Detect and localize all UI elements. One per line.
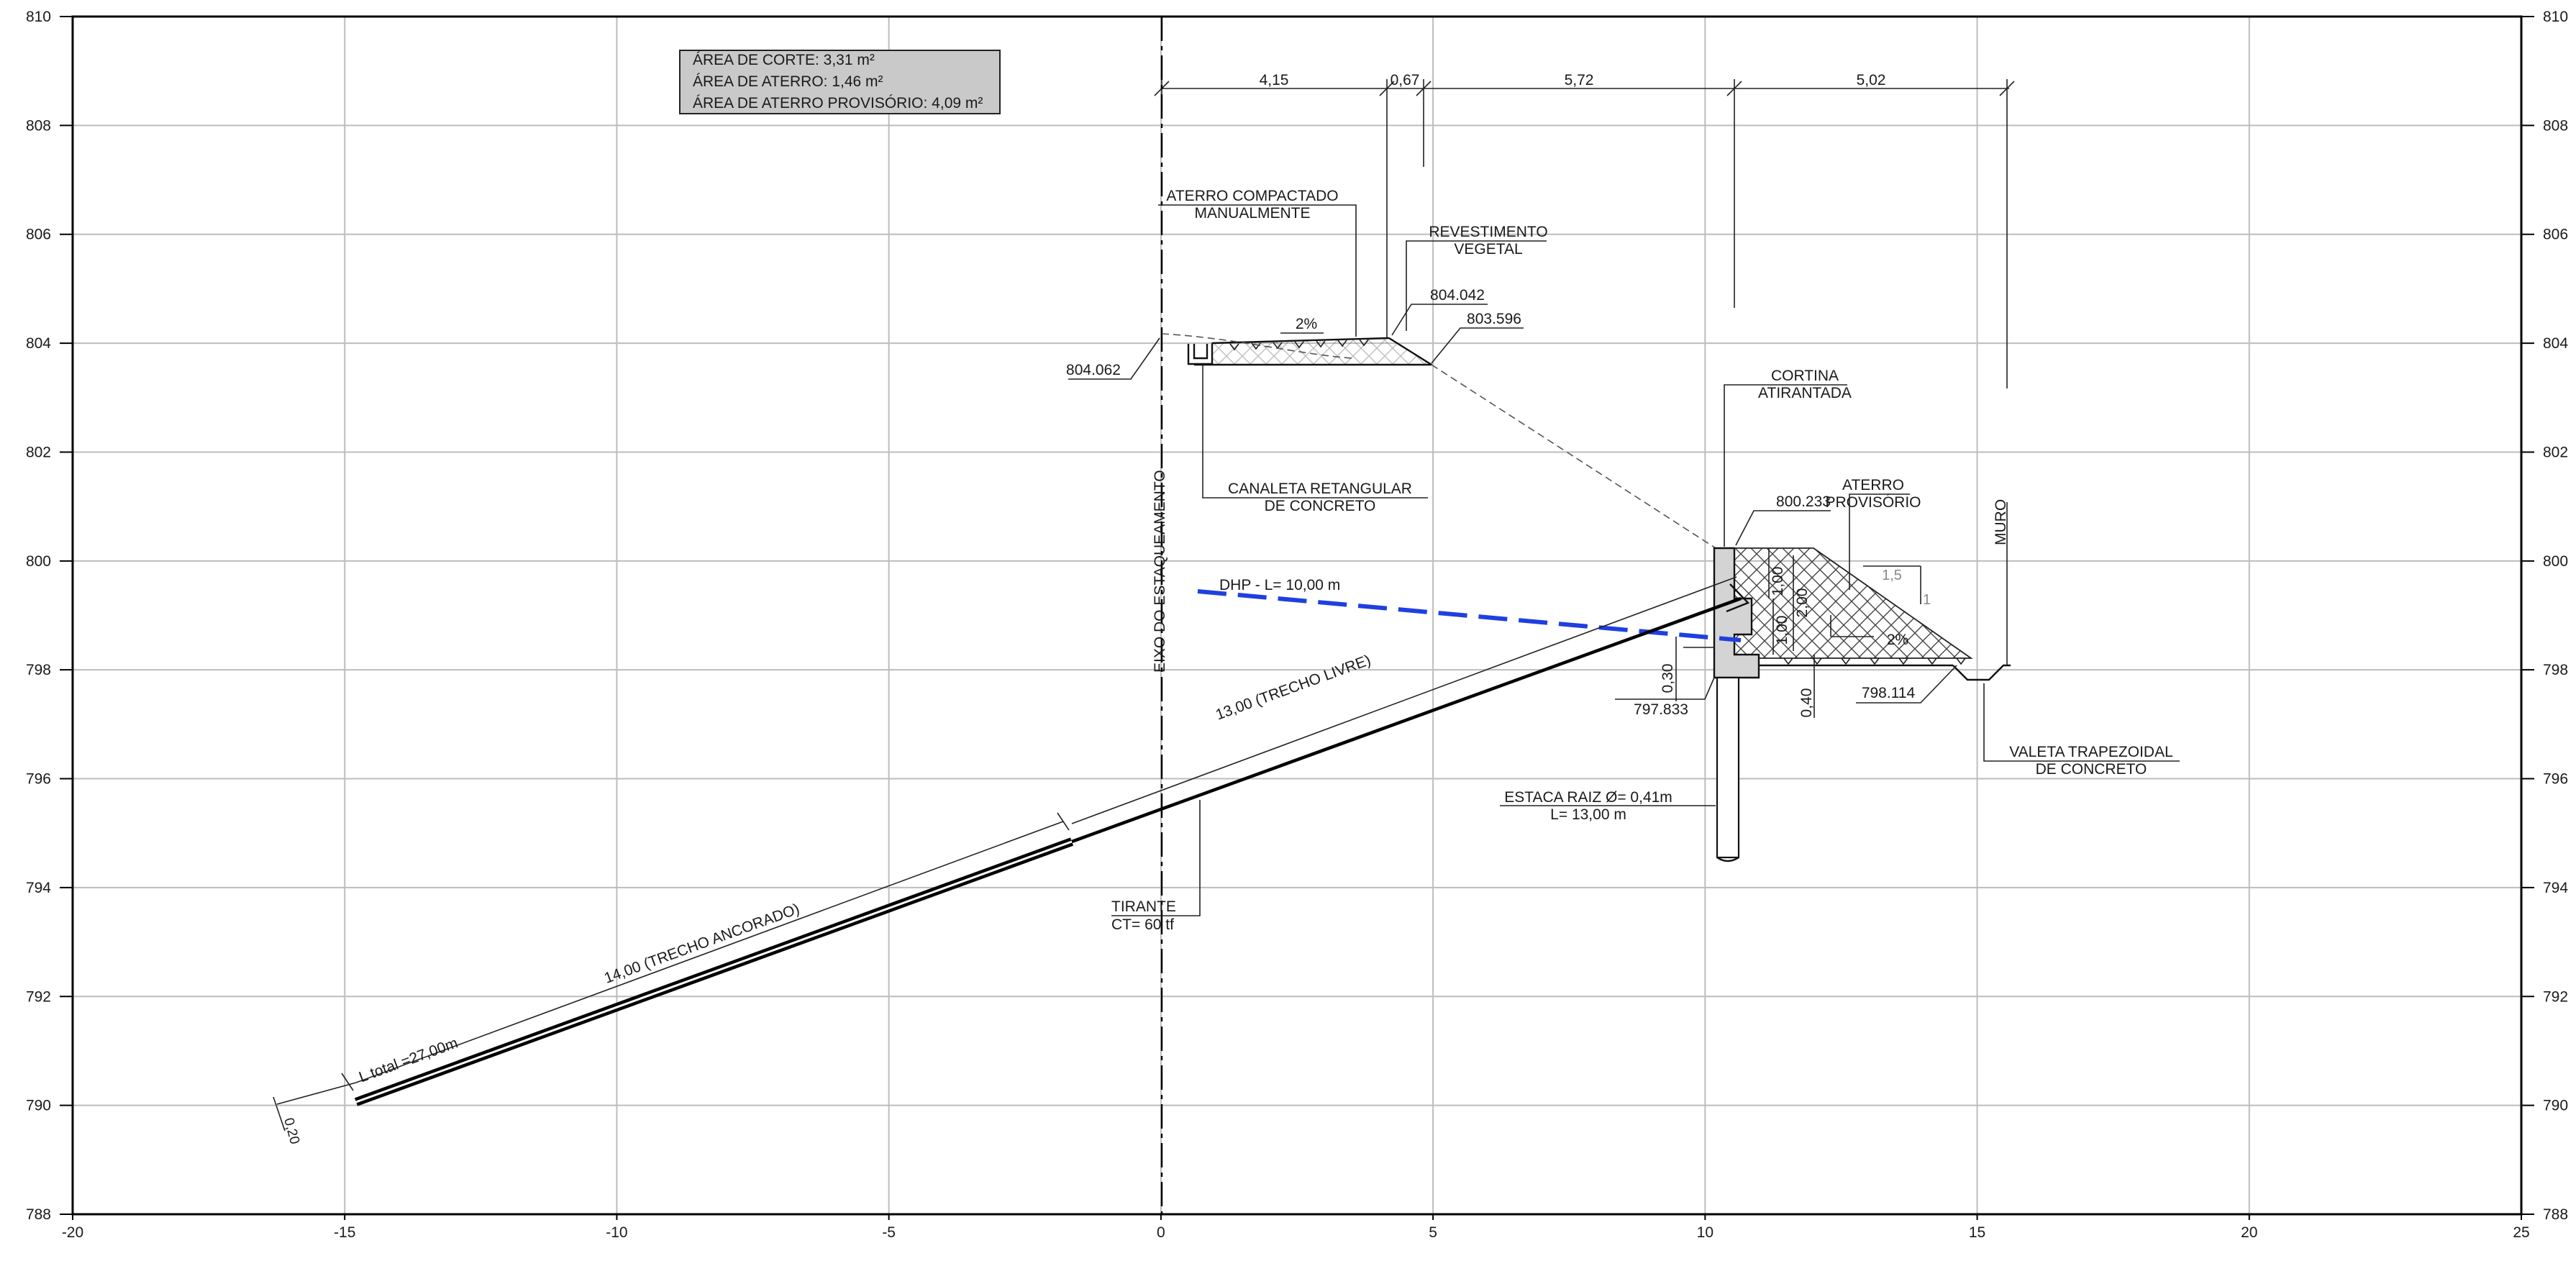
estaca-label-1: ESTACA RAIZ Ø= 0,41m (1504, 789, 1672, 806)
muro-label: MURO (1993, 499, 2009, 545)
elev-804-042: 804.042 (1430, 287, 1485, 304)
dim-wall-0-30: 0,30 (1660, 664, 1676, 693)
trecho-livre-label: 13,00 (TRECHO LIVRE) (1214, 652, 1373, 723)
y-tick-label-left: 804 (26, 335, 51, 352)
estaca-label-2: L= 13,00 m (1550, 806, 1626, 823)
x-tick-label: 10 (1697, 1224, 1713, 1241)
y-tick-label-left: 802 (26, 444, 51, 460)
x-tick-label: -15 (334, 1224, 355, 1241)
centerline-label: EIXO DO ESTAQUEAMENTO (1152, 470, 1168, 673)
dim-5-72: 5,72 (1565, 72, 1594, 88)
y-tick-label-right: 806 (2543, 227, 2568, 243)
canaleta-label-2: DE CONCRETO (1265, 498, 1376, 514)
slope-top-label: 2% (1296, 316, 1317, 332)
area-aterro-provisorio-text: ÁREA DE ATERRO PROVISÓRIO: 4,09 m² (693, 95, 983, 111)
y-tick-label-left: 806 (26, 227, 51, 243)
y-tick-label-right: 810 (2543, 9, 2568, 25)
y-tick-label-left: 790 (26, 1098, 51, 1114)
tirante-label-2: CT= 60 tf (1111, 916, 1174, 933)
x-tick-label: -5 (882, 1224, 896, 1241)
elev-800-233: 800.233 (1776, 493, 1831, 510)
x-tick-label: 15 (1969, 1224, 1985, 1241)
x-tick-label: 5 (1429, 1224, 1437, 1241)
canaleta-label-1: CANALETA RETANGULAR (1228, 481, 1412, 497)
aterro-compactado-label-2: MANUALMENTE (1194, 205, 1310, 222)
y-tick-label-left: 796 (26, 771, 51, 788)
aterro-compactado-label-1: ATERRO COMPACTADO (1166, 188, 1338, 204)
x-tick-label: -20 (62, 1224, 83, 1241)
aterro-provisorio-label-2: PROVISÓRIO (1825, 494, 1921, 511)
slope-bottom-label: 2% (1887, 632, 1908, 648)
y-tick-label-right: 804 (2543, 335, 2568, 352)
y-tick-label-right: 802 (2543, 444, 2568, 460)
y-tick-label-right: 800 (2543, 553, 2568, 570)
upper-berm: 2% (1161, 316, 1434, 366)
dim-wall-2-00: 2,00 (1794, 588, 1811, 618)
elev-803-596: 803.596 (1467, 311, 1521, 327)
revestimento-label-2: VEGETAL (1454, 241, 1522, 258)
y-tick-label-left: 794 (26, 880, 51, 896)
axis-ticks: -20 -15 -10 -5 0 5 10 15 20 25 788 788 790 790 792 792 7… (26, 9, 2568, 1241)
tieback-anchor: 13,00 (TRECHO LIVRE) 14,00 (TRECHO ANCOR… (273, 576, 1750, 1146)
y-tick-label-left: 798 (26, 662, 51, 678)
x-tick-label: -10 (606, 1224, 627, 1241)
y-tick-label-right: 788 (2543, 1206, 2568, 1223)
aterro-provisorio-label-1: ATERRO (1842, 477, 1904, 493)
x-tick-label: 25 (2513, 1224, 2529, 1241)
dim-wall-1-00-top: 1,00 (1770, 567, 1786, 596)
y-tick-label-right: 796 (2543, 771, 2568, 788)
y-tick-label-left: 792 (26, 988, 51, 1005)
natural-terrain-line (1431, 364, 1716, 549)
dim-wall-1-00-bottom: 1,00 (1774, 616, 1790, 645)
ratio-horizontal: 1,5 (1882, 568, 1902, 583)
upper-labels: ATERRO COMPACTADO MANUALMENTE REVESTIMEN… (1066, 188, 1548, 514)
y-tick-label-left: 808 (26, 117, 51, 134)
y-tick-label-left: 788 (26, 1206, 51, 1223)
dim-0-67: 0,67 (1391, 72, 1420, 88)
valeta-label-2: DE CONCRETO (2036, 761, 2147, 778)
ratio-vertical: 1 (1923, 592, 1931, 608)
area-aterro-text: ÁREA DE ATERRO: 1,46 m² (693, 73, 883, 90)
cortina-label-2: ATIRANTADA (1758, 385, 1852, 401)
valeta-label-1: VALETA TRAPEZOIDAL (2009, 744, 2173, 760)
dim-5-02: 5,02 (1857, 72, 1886, 88)
elev-797-833: 797.833 (1634, 701, 1688, 718)
y-tick-label-right: 798 (2543, 662, 2568, 678)
elev-798-114: 798.114 (1862, 685, 1916, 701)
elev-804-062: 804.062 (1066, 362, 1121, 378)
grid (73, 17, 2521, 1214)
trapezoidal-ditch (1952, 664, 2011, 681)
dhp-label: DHP - L= 10,00 m (1219, 577, 1340, 593)
area-summary-box: ÁREA DE CORTE: 3,31 m² ÁREA DE ATERRO: 1… (679, 50, 1001, 114)
l-total-label: L total =27,00m (357, 1034, 460, 1085)
area-corte-text: ÁREA DE CORTE: 3,31 m² (693, 52, 875, 68)
temporary-fill: 1,5 1 2% (1734, 547, 1973, 665)
y-tick-label-left: 800 (26, 553, 51, 570)
dim-wall-0-40: 0,40 (1798, 688, 1815, 718)
cortina-label-1: CORTINA (1771, 368, 1839, 384)
y-tick-label-right: 790 (2543, 1098, 2568, 1114)
x-tick-label: 0 (1157, 1224, 1165, 1241)
root-pile (1716, 676, 1740, 862)
revestimento-label-1: REVESTIMENTO (1429, 224, 1547, 240)
x-tick-label: 20 (2241, 1224, 2257, 1241)
y-tick-label-left: 810 (26, 9, 51, 25)
centerline: EIXO DO ESTAQUEAMENTO (1152, 17, 1168, 1214)
plot-frame (71, 15, 2523, 1216)
y-tick-label-right: 792 (2543, 988, 2568, 1005)
anchor-dim-0-20: 0,20 (281, 1116, 302, 1146)
tirante-label-1: TIRANTE (1111, 898, 1176, 915)
dim-4-15: 4,15 (1260, 72, 1289, 88)
y-tick-label-right: 808 (2543, 117, 2568, 134)
y-tick-label-right: 794 (2543, 880, 2568, 896)
dhp-drain: DHP - L= 10,00 m (1197, 577, 1742, 642)
wall-dimensions: 1,00 2,00 1,00 0,30 0,40 (1660, 548, 1815, 718)
lower-labels: CORTINA ATIRANTADA 800.233 ATERRO PROVIS… (1500, 368, 2180, 823)
